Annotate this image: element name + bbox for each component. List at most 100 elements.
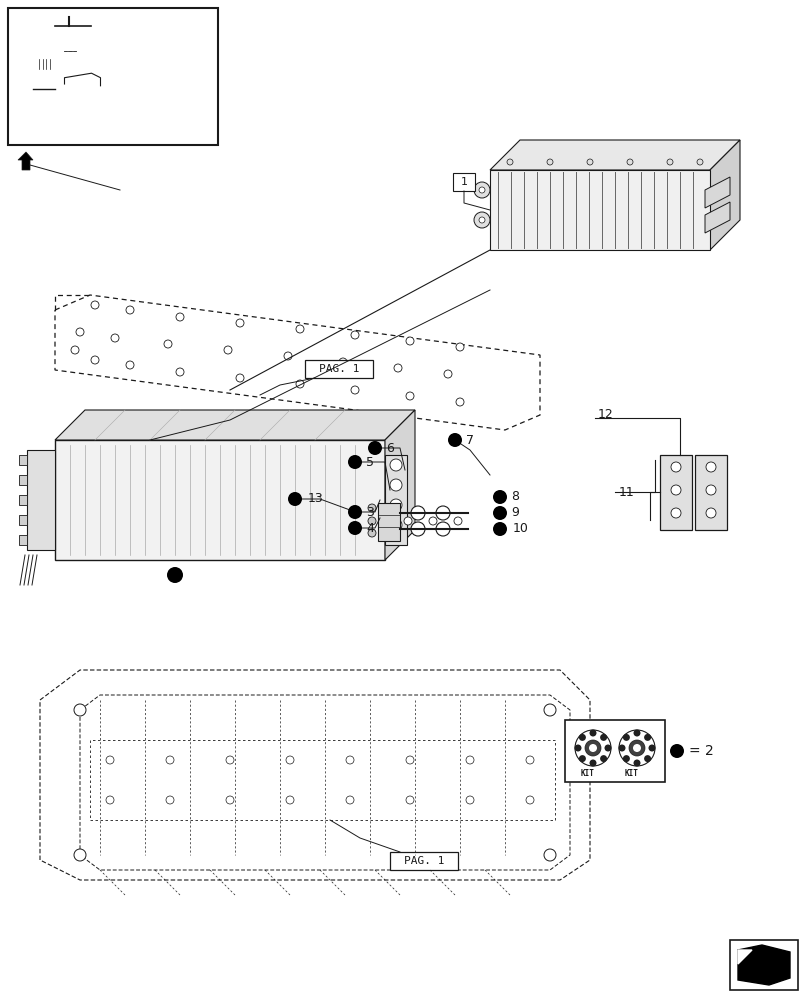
Polygon shape xyxy=(489,140,739,170)
Text: 12: 12 xyxy=(597,408,613,422)
Circle shape xyxy=(589,730,596,736)
Polygon shape xyxy=(704,202,729,233)
Polygon shape xyxy=(40,670,590,880)
Circle shape xyxy=(696,159,702,165)
Circle shape xyxy=(444,370,452,378)
Circle shape xyxy=(225,756,234,764)
Polygon shape xyxy=(90,740,554,820)
Circle shape xyxy=(410,522,424,536)
Circle shape xyxy=(165,756,174,764)
Text: 3: 3 xyxy=(366,506,373,518)
Circle shape xyxy=(474,212,489,228)
Polygon shape xyxy=(489,170,709,250)
Polygon shape xyxy=(709,140,739,250)
Text: 5: 5 xyxy=(366,456,374,468)
Circle shape xyxy=(111,334,119,342)
Circle shape xyxy=(478,187,484,193)
Circle shape xyxy=(106,756,114,764)
Bar xyxy=(564,720,664,782)
Circle shape xyxy=(428,517,436,525)
Bar xyxy=(453,173,474,191)
Circle shape xyxy=(176,368,184,376)
Circle shape xyxy=(643,734,650,741)
Circle shape xyxy=(599,734,607,741)
Circle shape xyxy=(345,796,354,804)
Circle shape xyxy=(574,744,581,752)
Circle shape xyxy=(643,755,650,762)
Circle shape xyxy=(285,796,294,804)
Text: KIT: KIT xyxy=(624,769,638,778)
Circle shape xyxy=(350,331,358,339)
Circle shape xyxy=(669,744,683,758)
Circle shape xyxy=(618,744,624,752)
Bar xyxy=(19,455,27,465)
Polygon shape xyxy=(18,152,33,170)
Circle shape xyxy=(670,462,680,472)
Circle shape xyxy=(284,352,292,360)
Text: 7: 7 xyxy=(466,434,474,446)
Circle shape xyxy=(578,734,586,741)
Circle shape xyxy=(410,506,424,520)
Circle shape xyxy=(91,301,99,309)
Circle shape xyxy=(586,159,592,165)
Bar xyxy=(55,440,384,560)
Circle shape xyxy=(165,796,174,804)
Circle shape xyxy=(436,506,449,520)
Circle shape xyxy=(224,346,232,354)
Circle shape xyxy=(670,485,680,495)
Bar xyxy=(19,535,27,545)
Polygon shape xyxy=(60,26,87,39)
Circle shape xyxy=(389,459,401,471)
Circle shape xyxy=(492,490,506,504)
Bar xyxy=(694,455,726,530)
Circle shape xyxy=(296,380,303,388)
Circle shape xyxy=(543,849,556,861)
Circle shape xyxy=(648,744,654,752)
Circle shape xyxy=(35,94,45,105)
Circle shape xyxy=(622,734,629,741)
Circle shape xyxy=(126,306,134,314)
Circle shape xyxy=(76,328,84,336)
Circle shape xyxy=(406,337,414,345)
Circle shape xyxy=(456,398,463,406)
Circle shape xyxy=(74,704,86,716)
Text: 10: 10 xyxy=(513,522,528,536)
Text: 6: 6 xyxy=(385,442,393,454)
Circle shape xyxy=(74,89,92,107)
Polygon shape xyxy=(80,695,569,870)
Circle shape xyxy=(547,159,552,165)
Circle shape xyxy=(176,313,184,321)
Circle shape xyxy=(492,506,506,520)
Circle shape xyxy=(285,756,294,764)
Polygon shape xyxy=(384,410,414,560)
Bar xyxy=(8,8,217,145)
Text: PAG. 1: PAG. 1 xyxy=(319,364,358,374)
Bar xyxy=(305,360,372,378)
Circle shape xyxy=(618,730,654,766)
Circle shape xyxy=(588,744,596,752)
Circle shape xyxy=(633,744,640,752)
Circle shape xyxy=(543,704,556,716)
Bar xyxy=(389,852,457,870)
Circle shape xyxy=(74,849,86,861)
Circle shape xyxy=(345,756,354,764)
Circle shape xyxy=(64,80,101,116)
Circle shape xyxy=(288,492,302,506)
Bar xyxy=(384,455,406,545)
Circle shape xyxy=(629,740,644,756)
Circle shape xyxy=(526,756,534,764)
Circle shape xyxy=(599,755,607,762)
Circle shape xyxy=(29,88,51,110)
Text: 11: 11 xyxy=(618,486,634,498)
Circle shape xyxy=(705,462,715,472)
Circle shape xyxy=(71,346,79,354)
Circle shape xyxy=(603,744,611,752)
Circle shape xyxy=(367,517,375,525)
Circle shape xyxy=(236,319,243,327)
Circle shape xyxy=(492,522,506,536)
Circle shape xyxy=(633,730,640,736)
Circle shape xyxy=(393,364,401,372)
Circle shape xyxy=(389,479,401,491)
Circle shape xyxy=(367,441,381,455)
Polygon shape xyxy=(704,177,729,208)
